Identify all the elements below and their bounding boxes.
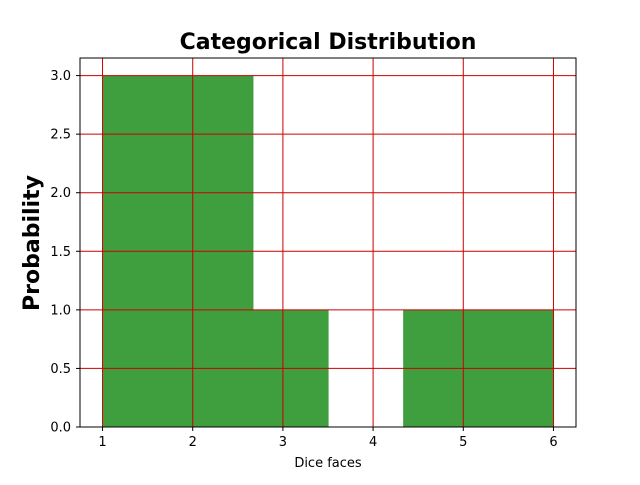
x-tick-label-2: 2 <box>189 435 197 450</box>
y-tick-label-5: 2.0 <box>50 186 71 201</box>
x-axis-label: Dice faces <box>294 456 362 471</box>
plot-frame <box>79 57 577 428</box>
y-tick-label-4: 1.5 <box>50 245 71 260</box>
x-tick-label-4: 4 <box>369 435 377 450</box>
y-tick-label-1: 0.0 <box>50 421 71 436</box>
y-axis-label: Probability <box>20 175 45 311</box>
axes <box>79 57 577 428</box>
y-tick-label-7: 3.0 <box>50 69 71 84</box>
y-tick-label-2: 0.5 <box>50 362 71 377</box>
x-tick-label-5: 5 <box>459 435 467 450</box>
y-tick-label-6: 2.5 <box>50 128 71 143</box>
ticks: 1 2 3 4 5 6 0.0 0.5 1.0 1.5 2.0 2.5 3.0 <box>50 69 557 450</box>
y-tick-label-3: 1.0 <box>50 303 71 318</box>
x-tick-label-1: 1 <box>98 435 106 450</box>
chart-title: Categorical Distribution <box>180 30 477 55</box>
x-tick-label-3: 3 <box>279 435 287 450</box>
x-tick-label-6: 6 <box>549 435 557 450</box>
